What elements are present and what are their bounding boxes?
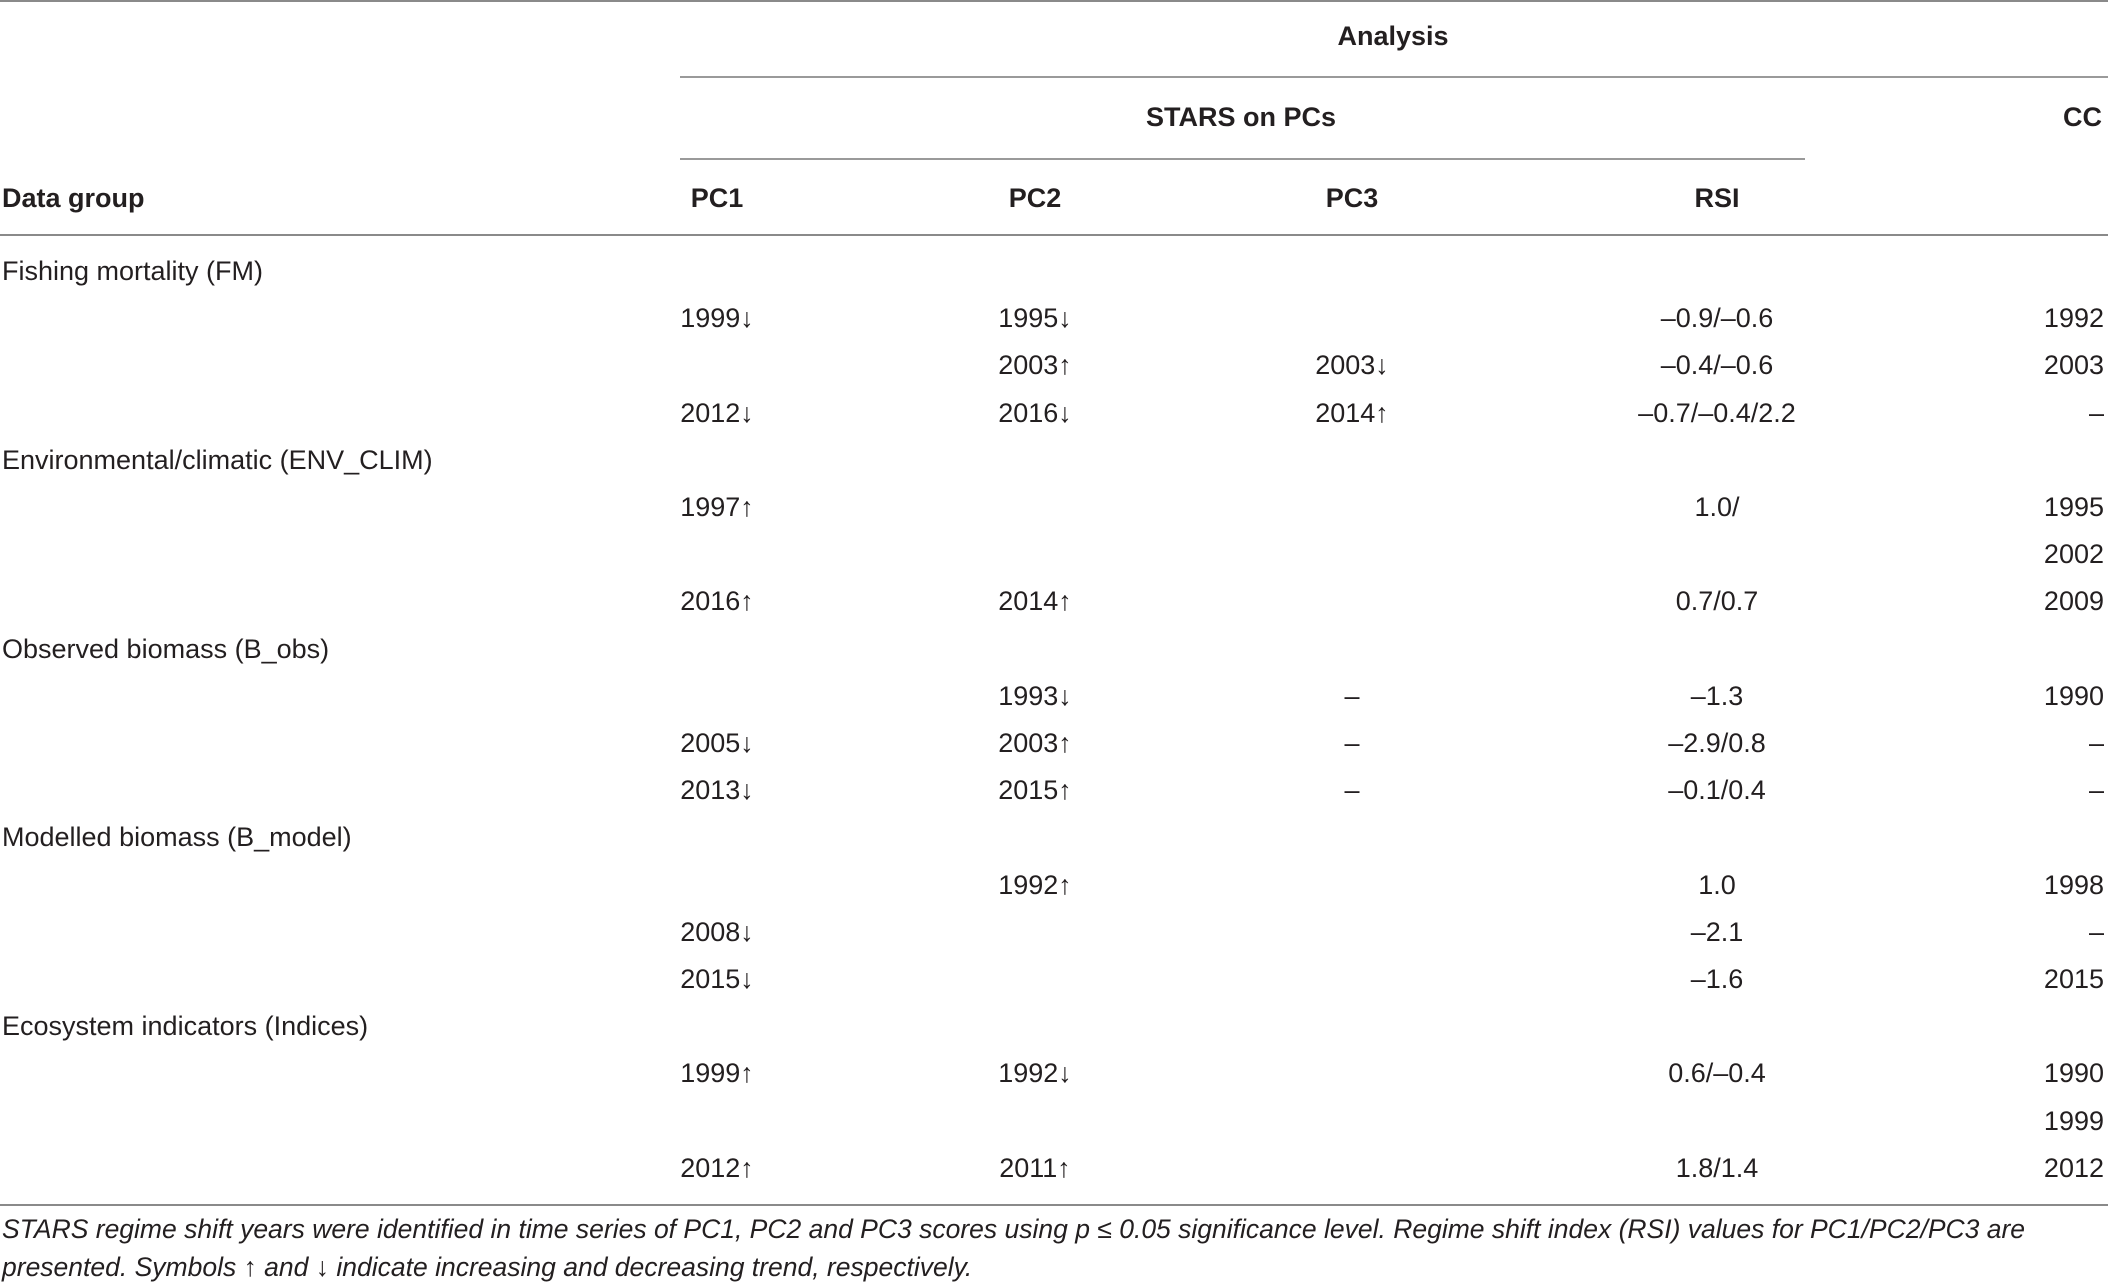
header-stars-on-pcs: STARS on PCs: [1145, 102, 1337, 132]
stars-rule: [680, 158, 1805, 160]
cell-rsi: –0.1/0.4: [1668, 775, 1766, 806]
cell-cc: 1998: [2043, 869, 2104, 900]
cell-pc2: 2014↑: [998, 586, 1072, 617]
cell-cc: 2012: [2043, 1152, 2104, 1183]
group-label: Environmental/climatic (ENV_CLIM): [2, 444, 433, 475]
cell-pc2: 2015↑: [998, 775, 1072, 806]
cell-pc1: 2008↓: [680, 916, 754, 947]
cell-rsi: 0.6/–0.4: [1668, 1058, 1766, 1089]
top-rule: [0, 0, 2108, 2]
cell-cc: –: [2088, 397, 2104, 428]
header-data-group: Data group: [2, 183, 145, 213]
cell-pc1: 2005↓: [680, 728, 754, 758]
cell-rsi: –1.3: [1690, 680, 1744, 711]
cell-rsi: 1.0/: [1694, 492, 1740, 522]
analysis-rule: [680, 76, 2108, 78]
cell-rsi: 1.0: [1698, 869, 1736, 900]
cell-pc3: 2014↑: [1315, 397, 1389, 428]
header-pc2: PC2: [1008, 183, 1062, 213]
cell-cc: 2002: [2043, 539, 2104, 570]
header-cc: CC: [2063, 102, 2102, 132]
cell-rsi: –2.1: [1690, 916, 1744, 947]
cell-pc3: –: [1344, 775, 1360, 806]
cell-cc: 1999: [2043, 1105, 2104, 1136]
cell-pc1: 2015↓: [680, 964, 754, 994]
group-label: Modelled biomass (B_model): [2, 822, 352, 853]
cell-cc: 2015: [2043, 964, 2104, 994]
cell-cc: 1995: [2043, 492, 2104, 522]
cell-pc1: 2012↓: [680, 397, 754, 428]
cell-cc: –: [2088, 728, 2104, 758]
group-label: Observed biomass (B_obs): [2, 633, 330, 664]
cell-cc: 1990: [2043, 1058, 2104, 1089]
cell-pc3: –: [1344, 680, 1360, 711]
group-label: Ecosystem indicators (Indices): [2, 1011, 369, 1042]
cell-pc2: 2003↑: [998, 350, 1072, 381]
cell-pc2: 2011↑: [999, 1152, 1071, 1183]
cell-pc1: 2016↑: [680, 586, 754, 617]
cell-pc1: 1999↓: [680, 303, 754, 334]
cell-cc: 1990: [2043, 680, 2104, 711]
cell-cc: 2009: [2043, 586, 2104, 617]
header-rsi: RSI: [1694, 183, 1740, 213]
cell-cc: –: [2088, 775, 2104, 806]
cell-pc2: 2016↓: [998, 397, 1072, 428]
cell-cc: 1992: [2043, 303, 2104, 334]
cell-rsi: 0.7/0.7: [1675, 586, 1759, 617]
cell-pc2: 1992↓: [998, 1058, 1072, 1089]
cell-pc2: 1993↓: [998, 680, 1072, 711]
cell-pc1: 2013↓: [680, 775, 754, 806]
cell-rsi: –0.9/–0.6: [1660, 303, 1774, 334]
cell-rsi: –0.7/–0.4/2.2: [1638, 397, 1796, 428]
cell-pc2: 2003↑: [998, 728, 1072, 758]
cell-pc2: 1995↓: [998, 303, 1072, 334]
cell-cc: 2003: [2043, 350, 2104, 381]
header-analysis: Analysis: [1337, 21, 1449, 51]
cell-rsi: –2.9/0.8: [1668, 728, 1766, 758]
header-pc1: PC1: [690, 183, 744, 213]
cell-cc: –: [2088, 916, 2104, 947]
cell-pc3: –: [1344, 728, 1360, 758]
cell-pc2: 1992↑: [998, 869, 1072, 900]
cell-pc1: 1999↑: [680, 1058, 754, 1089]
table-bottom-rule: [0, 1204, 2108, 1206]
table-footnote: STARS regime shift years were identified…: [2, 1214, 2026, 1282]
cell-rsi: –0.4/–0.6: [1660, 350, 1774, 381]
group-label: Fishing mortality (FM): [2, 256, 264, 286]
cell-pc3: 2003↓: [1315, 350, 1389, 381]
cell-rsi: –1.6: [1690, 964, 1744, 994]
cell-pc1: 2012↑: [680, 1152, 754, 1183]
header-bottom-rule: [0, 234, 2108, 236]
header-pc3: PC3: [1325, 183, 1379, 213]
cell-pc1: 1997↑: [680, 492, 754, 522]
cell-rsi: 1.8/1.4: [1675, 1152, 1759, 1183]
